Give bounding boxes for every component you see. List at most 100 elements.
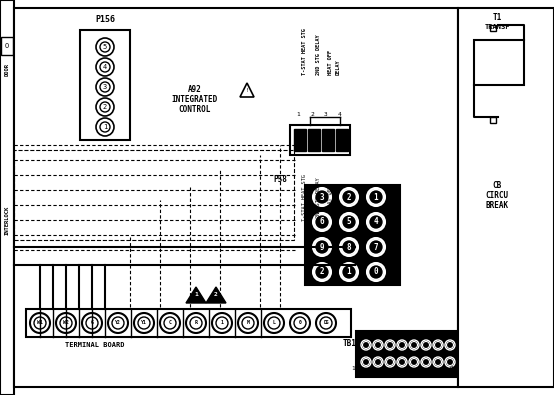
Text: 3: 3 xyxy=(103,84,107,90)
Text: Y2: Y2 xyxy=(115,320,121,325)
Text: A92: A92 xyxy=(188,85,202,94)
Text: P58: P58 xyxy=(273,175,287,184)
Text: CONTROL: CONTROL xyxy=(179,105,211,115)
Circle shape xyxy=(313,238,331,256)
Circle shape xyxy=(315,214,330,229)
Circle shape xyxy=(340,238,358,256)
Circle shape xyxy=(108,313,128,333)
Circle shape xyxy=(434,342,442,348)
Circle shape xyxy=(34,317,46,329)
Circle shape xyxy=(385,357,395,367)
Text: P156: P156 xyxy=(95,15,115,24)
Text: 3: 3 xyxy=(320,192,324,201)
Text: 1: 1 xyxy=(103,124,107,130)
Circle shape xyxy=(313,263,331,281)
Bar xyxy=(322,129,334,151)
Circle shape xyxy=(86,317,98,329)
Circle shape xyxy=(100,82,110,92)
Text: 8: 8 xyxy=(347,243,351,252)
Circle shape xyxy=(238,313,258,333)
Text: INTERLOCK: INTERLOCK xyxy=(4,205,9,235)
Circle shape xyxy=(316,313,336,333)
Circle shape xyxy=(411,359,418,365)
Circle shape xyxy=(361,340,371,350)
Circle shape xyxy=(445,357,455,367)
Circle shape xyxy=(30,313,50,333)
Circle shape xyxy=(373,340,383,350)
Text: CB: CB xyxy=(493,181,501,190)
Text: 5: 5 xyxy=(103,44,107,50)
Circle shape xyxy=(447,342,454,348)
Circle shape xyxy=(96,78,114,96)
Circle shape xyxy=(367,238,385,256)
Circle shape xyxy=(433,340,443,350)
Text: 9: 9 xyxy=(450,365,454,371)
Text: T-STAT HEAT STG: T-STAT HEAT STG xyxy=(302,28,307,75)
Text: DOOR: DOOR xyxy=(4,64,9,77)
Text: 2ND STG DELAY: 2ND STG DELAY xyxy=(315,34,321,75)
Circle shape xyxy=(368,265,383,280)
Circle shape xyxy=(340,263,358,281)
Bar xyxy=(0,0,14,395)
Bar xyxy=(458,8,554,387)
Circle shape xyxy=(56,313,76,333)
Text: 1: 1 xyxy=(450,333,454,337)
Text: DS: DS xyxy=(323,320,329,325)
Text: HEAT OFF: HEAT OFF xyxy=(327,186,332,211)
Bar xyxy=(80,30,130,140)
Text: CIRCU: CIRCU xyxy=(485,190,509,199)
Circle shape xyxy=(190,317,202,329)
Text: 1: 1 xyxy=(220,320,223,325)
Circle shape xyxy=(341,214,357,229)
Bar xyxy=(490,117,496,123)
Text: 7: 7 xyxy=(374,243,378,252)
Circle shape xyxy=(434,359,442,365)
Text: W2: W2 xyxy=(63,320,69,325)
Circle shape xyxy=(138,317,150,329)
Bar xyxy=(305,185,400,285)
Circle shape xyxy=(421,340,431,350)
Text: 2: 2 xyxy=(103,104,107,110)
Circle shape xyxy=(409,340,419,350)
Circle shape xyxy=(60,317,72,329)
Circle shape xyxy=(421,357,431,367)
Circle shape xyxy=(367,213,385,231)
Circle shape xyxy=(387,342,393,348)
Text: G: G xyxy=(90,320,94,325)
Circle shape xyxy=(96,118,114,136)
Circle shape xyxy=(315,265,330,280)
Circle shape xyxy=(212,313,232,333)
Bar xyxy=(26,309,351,337)
Text: DELAY: DELAY xyxy=(336,59,341,75)
Text: W1: W1 xyxy=(37,320,43,325)
Text: L: L xyxy=(273,320,275,325)
Circle shape xyxy=(409,357,419,367)
Circle shape xyxy=(368,214,383,229)
Circle shape xyxy=(294,317,306,329)
Text: 1: 1 xyxy=(347,267,351,276)
Circle shape xyxy=(447,359,454,365)
Circle shape xyxy=(340,188,358,206)
Text: 8: 8 xyxy=(355,333,359,337)
Circle shape xyxy=(82,313,102,333)
Circle shape xyxy=(423,359,429,365)
Text: INTEGRATED: INTEGRATED xyxy=(172,96,218,105)
Text: 16: 16 xyxy=(351,365,359,371)
Bar xyxy=(290,125,350,155)
Text: 5: 5 xyxy=(347,218,351,226)
Bar xyxy=(356,331,456,377)
Bar xyxy=(1,37,13,55)
Text: HEAT OFF: HEAT OFF xyxy=(327,50,332,75)
Text: T1: T1 xyxy=(493,13,501,21)
Circle shape xyxy=(341,239,357,254)
Text: 3: 3 xyxy=(324,113,328,117)
Circle shape xyxy=(313,213,331,231)
Circle shape xyxy=(375,342,382,348)
Circle shape xyxy=(100,62,110,72)
Circle shape xyxy=(112,317,124,329)
Circle shape xyxy=(96,38,114,56)
Text: C: C xyxy=(168,320,171,325)
Circle shape xyxy=(362,342,370,348)
Text: 2: 2 xyxy=(320,267,324,276)
Circle shape xyxy=(164,317,176,329)
